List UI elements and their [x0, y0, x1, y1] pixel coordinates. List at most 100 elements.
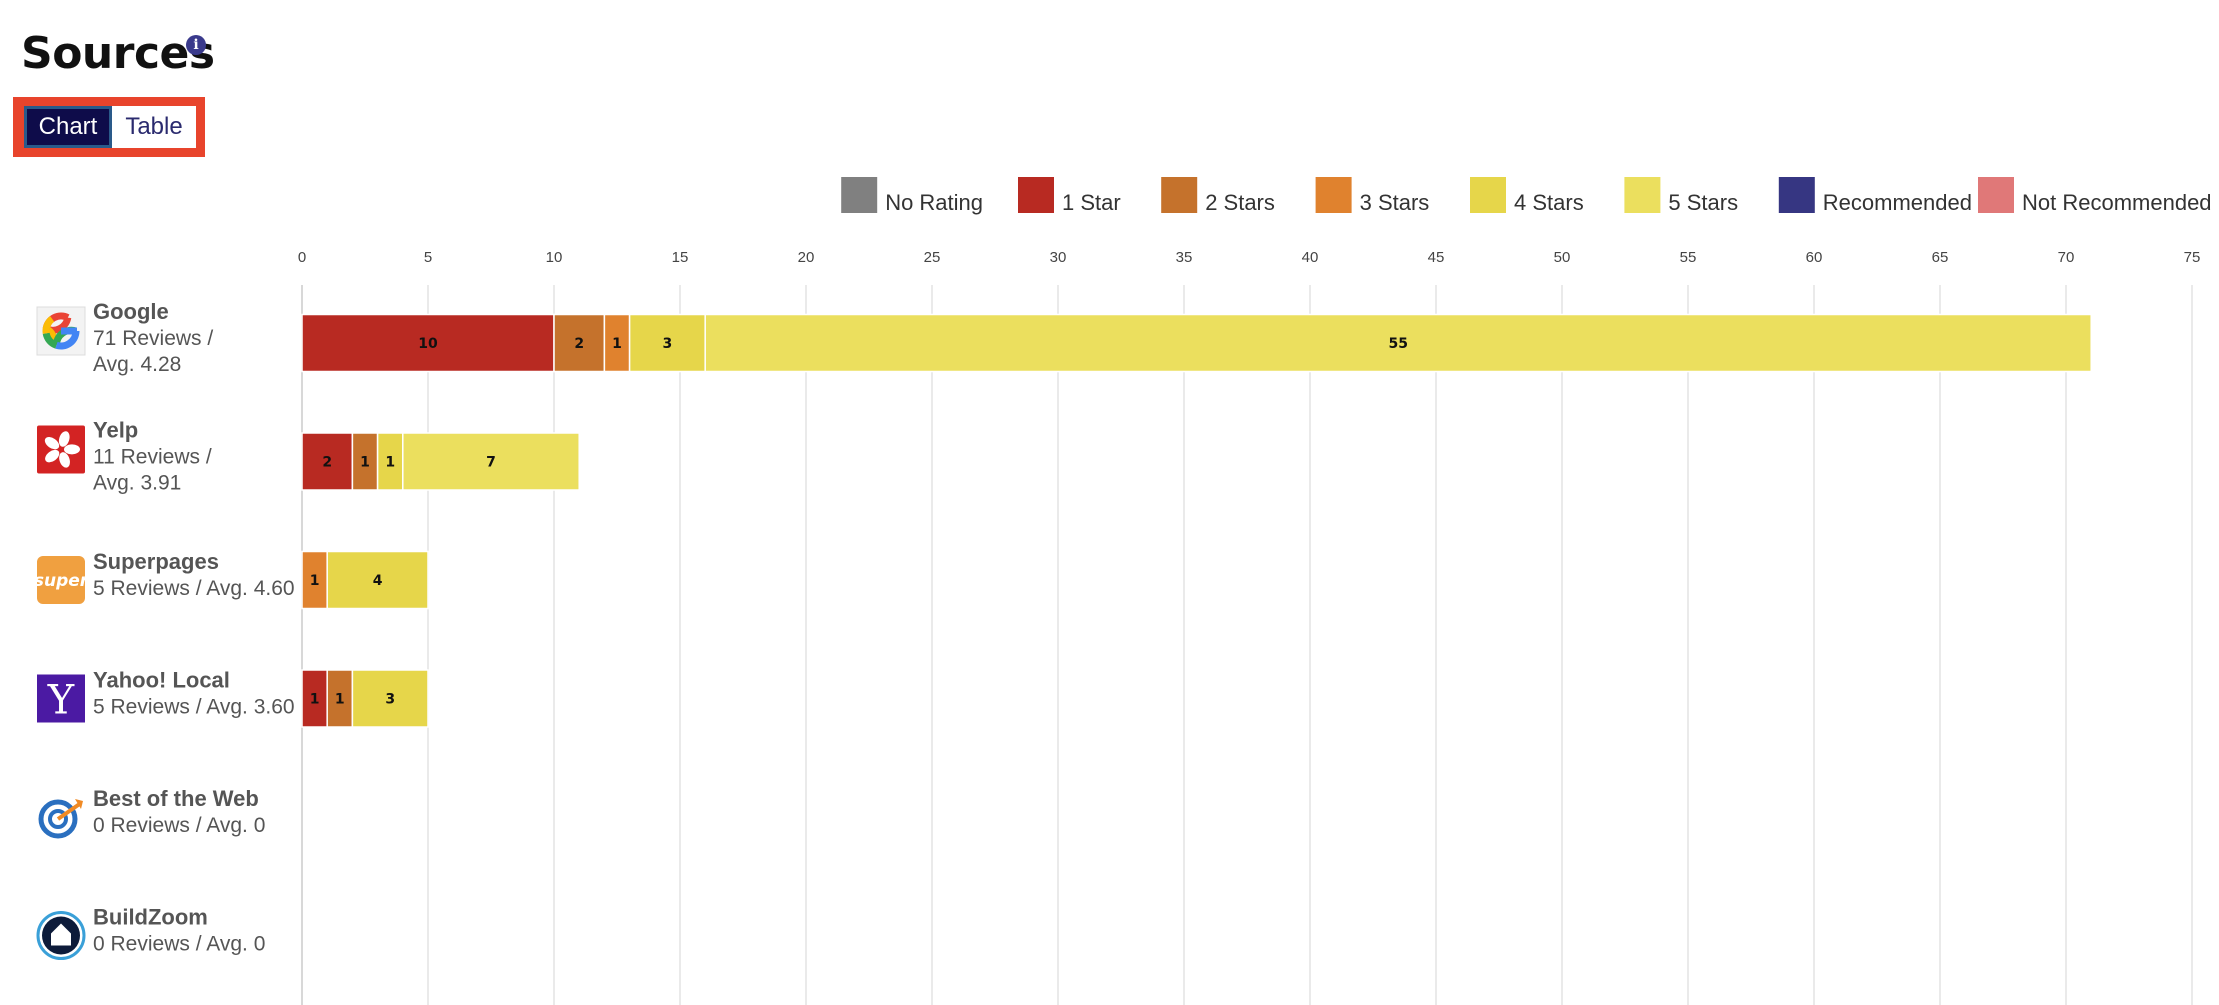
legend-swatch [1978, 177, 2014, 213]
source-name: BuildZoom [93, 905, 208, 930]
bar-value-label: 3 [663, 336, 673, 352]
source-review-summary: Avg. 4.28 [93, 353, 181, 376]
buildzoom-logo-icon [36, 911, 86, 960]
svg-text:Y: Y [47, 678, 75, 724]
page-title: Sources [21, 28, 215, 79]
x-tick-label: 60 [1806, 249, 1823, 266]
legend-item-1-star[interactable]: 1 Star [1018, 177, 1121, 215]
source-review-summary: Avg. 3.91 [93, 472, 181, 495]
bar-value-label: 1 [612, 336, 622, 352]
table-view-button[interactable]: Table [125, 113, 183, 140]
source-review-summary: 71 Reviews / [93, 327, 213, 350]
x-tick-label: 55 [1680, 249, 1697, 266]
bar-value-label: 7 [486, 455, 496, 471]
source-review-summary: 5 Reviews / Avg. 3.60 [93, 696, 295, 719]
bar-yelp-4-stars[interactable] [376, 432, 404, 491]
legend-label: Not Recommended [2022, 190, 2212, 215]
bar-value-label: 3 [385, 692, 395, 708]
legend-swatch [1778, 177, 1815, 213]
bar-yahoo-local-1-star[interactable] [301, 669, 328, 728]
legend-label: No Rating [885, 190, 983, 215]
source-label-yelp: Yelp 11 Reviews / Avg. 3.91 [93, 418, 212, 495]
bar-yahoo-local-4-stars[interactable] [351, 669, 429, 728]
bar-value-label: 1 [385, 455, 395, 471]
bar-google-1-star[interactable] [301, 313, 555, 373]
source-label-best-of-the-web: Best of the Web 0 Reviews / Avg. 0 [93, 786, 265, 837]
google-logo-icon [36, 306, 86, 356]
best-of-the-web-logo-icon [38, 799, 83, 839]
legend-label: 5 Stars [1668, 190, 1738, 215]
legend-item-3-stars[interactable]: 3 Stars [1315, 177, 1430, 215]
bar-value-label: 2 [322, 455, 332, 471]
bar-google-5-stars[interactable] [704, 313, 2092, 373]
x-tick-label: 20 [798, 249, 815, 266]
yelp-logo-icon [37, 425, 85, 474]
bar-google-2-stars[interactable] [553, 313, 606, 373]
svg-text:super: super [34, 571, 90, 591]
source-name: Google [93, 299, 169, 324]
x-tick-label: 50 [1554, 249, 1571, 266]
bar-yahoo-local-2-stars[interactable] [326, 669, 354, 728]
bar-value-label: 4 [373, 573, 383, 589]
legend-swatch [841, 177, 878, 213]
bar-value-label: 1 [335, 692, 345, 708]
legend-item-no-rating[interactable]: No Rating [841, 177, 983, 215]
x-tick-label: 0 [298, 249, 306, 266]
legend-label: 2 Stars [1205, 190, 1275, 215]
yahoo-logo-icon: Y [37, 674, 85, 724]
x-tick-label: 45 [1428, 249, 1445, 266]
x-tick-label: 65 [1932, 249, 1949, 266]
source-label-yahoo-local: Yahoo! Local 5 Reviews / Avg. 3.60 [93, 668, 295, 719]
bar-value-label: 2 [574, 336, 584, 352]
legend-swatch [1018, 177, 1054, 213]
bar-superpages-4-stars[interactable] [326, 550, 429, 610]
x-tick-label: 30 [1050, 249, 1067, 266]
x-tick-label: 15 [672, 249, 689, 266]
bar-google-4-stars[interactable] [628, 313, 706, 373]
source-label-superpages: Superpages 5 Reviews / Avg. 4.60 [93, 549, 295, 600]
legend-label: 3 Stars [1360, 190, 1430, 215]
legend-item-5-stars[interactable]: 5 Stars [1624, 177, 1738, 215]
legend-swatch [1315, 177, 1352, 213]
legend-item-not-recommended[interactable]: Not Recommended [1978, 177, 2212, 215]
source-review-summary: 11 Reviews / [93, 446, 212, 469]
source-review-summary: 5 Reviews / Avg. 4.60 [93, 577, 295, 600]
legend-swatch [1161, 177, 1198, 213]
chart-view-button[interactable]: Chart [24, 106, 112, 148]
bar-yelp-5-stars[interactable] [402, 432, 580, 491]
superpages-logo-icon: super [34, 556, 90, 604]
bar-superpages-3-stars[interactable] [301, 550, 328, 610]
bar-yelp-2-stars[interactable] [351, 432, 379, 491]
source-name: Superpages [93, 549, 219, 574]
source-name: Yelp [93, 418, 138, 443]
source-label-buildzoom: BuildZoom 0 Reviews / Avg. 0 [93, 905, 265, 956]
x-tick-label: 40 [1302, 249, 1319, 266]
source-name: Best of the Web [93, 786, 259, 811]
legend-item-2-stars[interactable]: 2 Stars [1161, 177, 1275, 215]
legend-item-4-stars[interactable]: 4 Stars [1470, 177, 1584, 215]
legend-label: Recommended [1823, 190, 1972, 215]
view-toggle: Chart Table [13, 97, 205, 157]
x-tick-label: 70 [2058, 249, 2075, 266]
legend-label: 4 Stars [1514, 190, 1584, 215]
source-label-google: Google 71 Reviews / Avg. 4.28 [93, 299, 213, 376]
legend-swatch [1470, 177, 1506, 213]
view-toggle-group: Chart Table [24, 106, 196, 148]
bar-value-label: 1 [360, 455, 370, 471]
x-tick-label: 75 [2184, 249, 2201, 266]
x-tick-label: 10 [546, 249, 563, 266]
x-tick-label: 5 [424, 249, 432, 266]
legend-item-recommended[interactable]: Recommended [1778, 177, 1972, 215]
bar-value-label: 10 [418, 336, 438, 352]
legend-swatch [1624, 177, 1661, 213]
x-tick-label: 35 [1176, 249, 1193, 266]
legend-label: 1 Star [1062, 190, 1121, 215]
bar-value-label: 1 [310, 692, 320, 708]
info-icon[interactable]: i [186, 35, 206, 55]
bar-value-label: 55 [1388, 336, 1407, 352]
bar-value-label: 1 [310, 573, 320, 589]
source-name: Yahoo! Local [93, 668, 230, 693]
x-tick-label: 25 [924, 249, 941, 266]
bar-yelp-1-star[interactable] [301, 432, 354, 491]
